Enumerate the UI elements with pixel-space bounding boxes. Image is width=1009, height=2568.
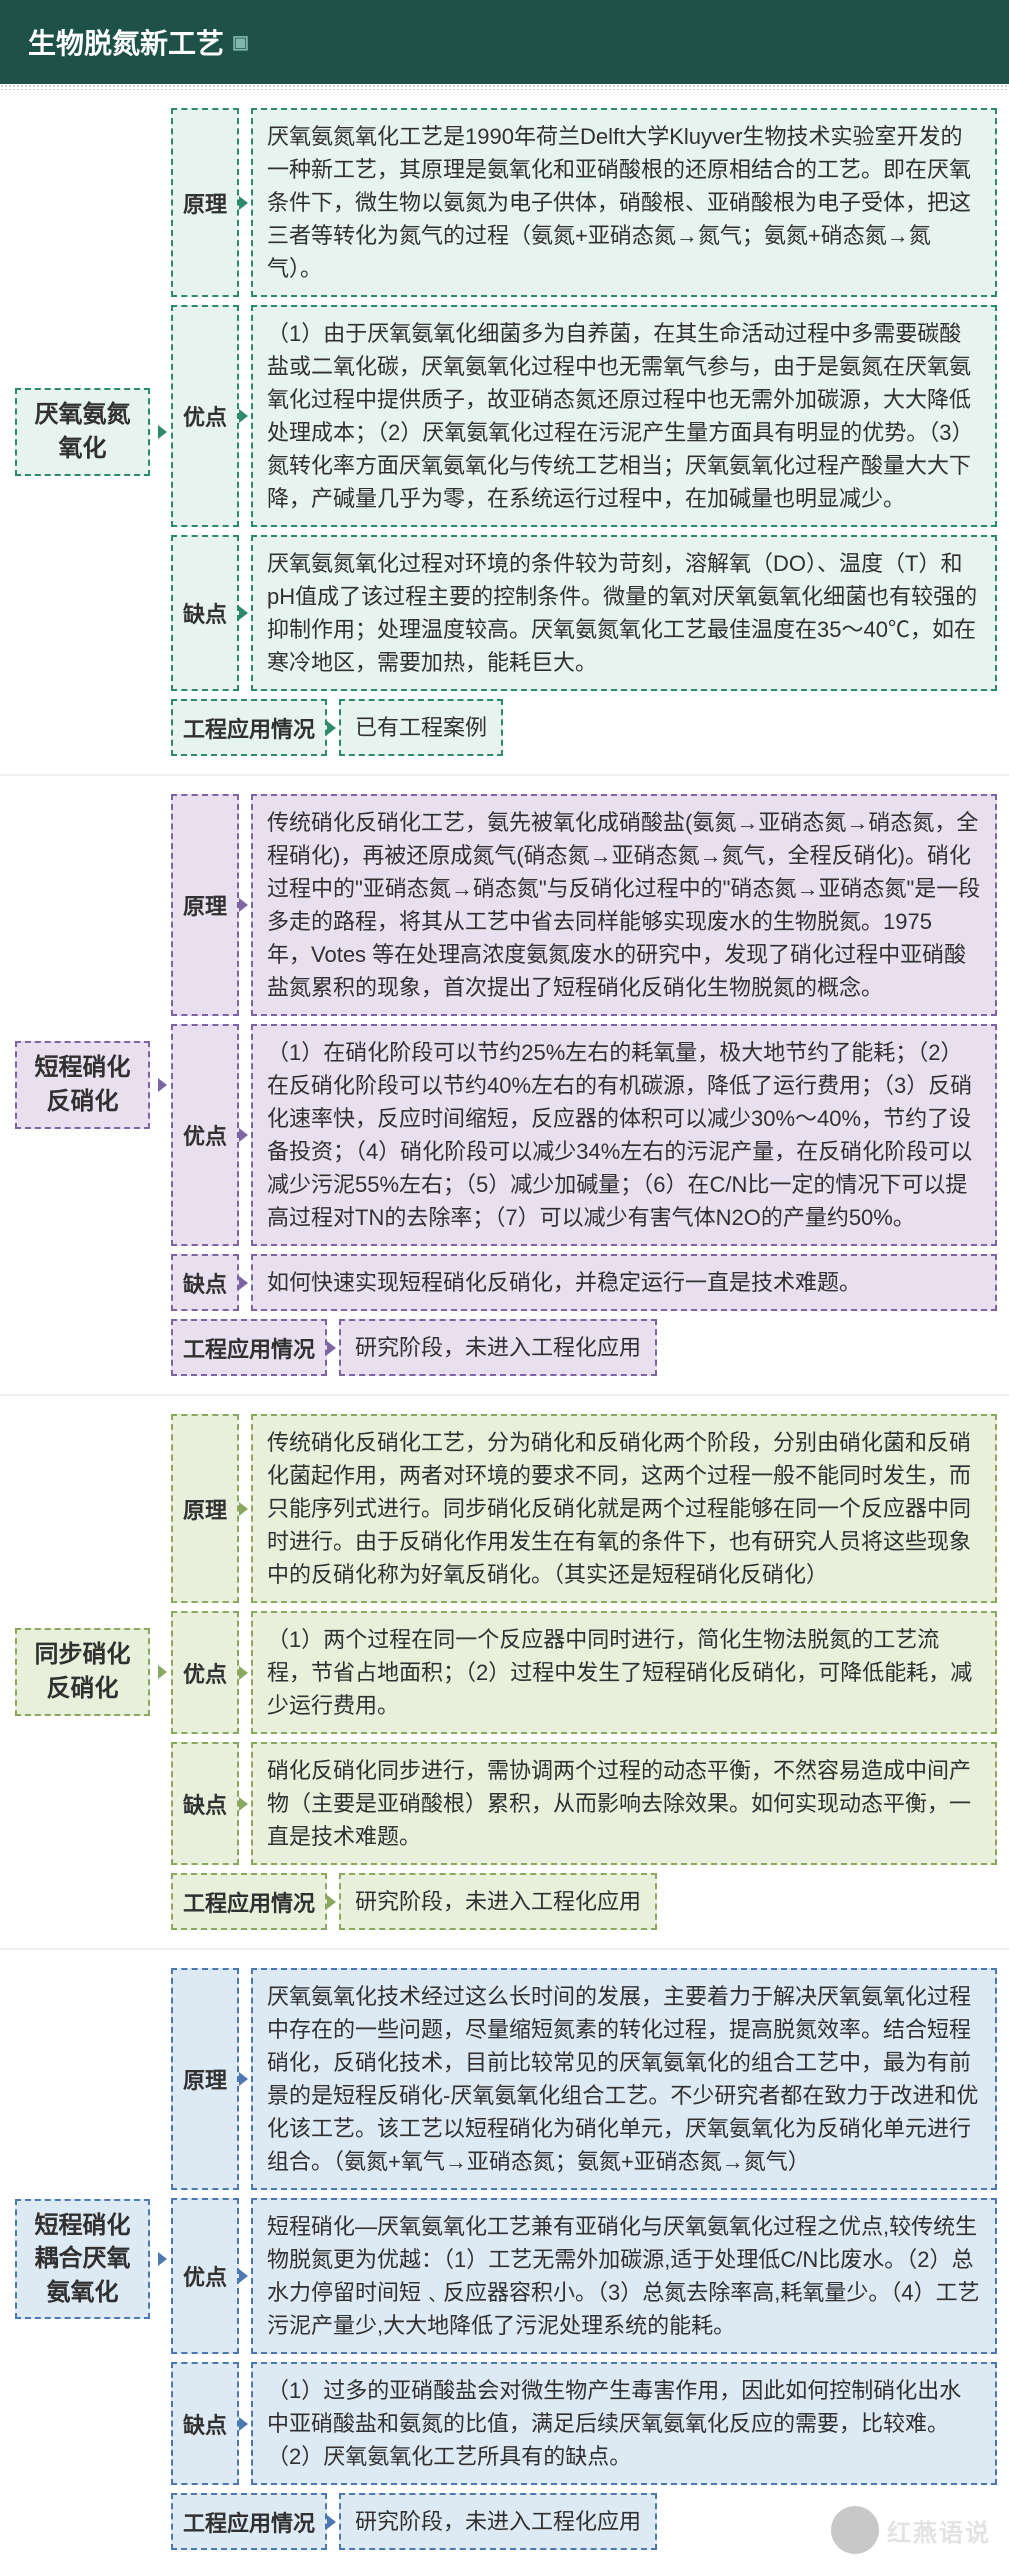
section-left: 短程硝化耦合厌氧氨氧化 <box>0 1950 165 2568</box>
arrow-icon <box>239 606 248 620</box>
section-left: 同步硝化反硝化 <box>0 1396 165 1948</box>
row-content: 已有工程案例 <box>339 699 503 756</box>
row: 缺点如何快速实现短程硝化反硝化，并稳定运行一直是技术难题。 <box>171 1254 997 1311</box>
row-label: 原理 <box>171 794 239 1016</box>
row-content: 研究阶段，未进入工程化应用 <box>339 2493 657 2550</box>
section-title: 短程硝化耦合厌氧氨氧化 <box>15 2199 150 2320</box>
row: 工程应用情况已有工程案例 <box>171 699 997 756</box>
row-content: （1）两个过程在同一个反应器中同时进行，简化生物法脱氮的工艺流程，节省占地面积；… <box>251 1611 997 1734</box>
row: 原理厌氧氨氮氧化工艺是1990年荷兰Delft大学Kluyver生物技术实验室开… <box>171 108 997 297</box>
watermark-icon <box>831 2506 879 2554</box>
row-content: 研究阶段，未进入工程化应用 <box>339 1319 657 1376</box>
arrow-icon <box>239 2072 248 2086</box>
row-label: 缺点 <box>171 1742 239 1865</box>
section-sync-nd: 同步硝化反硝化原理传统硝化反硝化工艺，分为硝化和反硝化两个阶段，分别由硝化菌和反… <box>0 1396 1009 1948</box>
section-title: 同步硝化反硝化 <box>15 1628 150 1715</box>
row-content: （1）过多的亚硝酸盐会对微生物产生毒害作用，因此如何控制硝化出水中亚硝酸盐和氨氮… <box>251 2362 997 2485</box>
arrow-icon <box>239 1128 248 1142</box>
row: 原理厌氧氨氧化技术经过这么长时间的发展，主要着力于解决厌氧氨氧化过程中存在的一些… <box>171 1968 997 2190</box>
row: 原理传统硝化反硝化工艺，氨先被氧化成硝酸盐(氨氮→亚硝态氮→硝态氮，全程硝化)，… <box>171 794 997 1016</box>
row-content: 厌氧氨氧化技术经过这么长时间的发展，主要着力于解决厌氧氨氧化过程中存在的一些问题… <box>251 1968 997 2190</box>
section-left: 厌氧氨氮氧化 <box>0 90 165 774</box>
arrow-icon <box>158 1078 167 1092</box>
arrow-icon <box>327 721 336 735</box>
row-content: 如何快速实现短程硝化反硝化，并稳定运行一直是技术难题。 <box>251 1254 997 1311</box>
section-left: 短程硝化反硝化 <box>0 776 165 1394</box>
arrow-icon <box>239 1276 248 1290</box>
arrow-icon <box>239 898 248 912</box>
watermark: 红燕语说 <box>831 2506 991 2554</box>
row-label: 工程应用情况 <box>171 2493 327 2550</box>
row: 工程应用情况研究阶段，未进入工程化应用 <box>171 1873 997 1930</box>
row-content: 传统硝化反硝化工艺，分为硝化和反硝化两个阶段，分别由硝化菌和反硝化菌起作用，两者… <box>251 1414 997 1603</box>
row: 优点（1）在硝化阶段可以节约25%左右的耗氧量，极大地节约了能耗；（2）在反硝化… <box>171 1024 997 1246</box>
row-label: 缺点 <box>171 535 239 691</box>
row: 缺点硝化反硝化同步进行，需协调两个过程的动态平衡，不然容易造成中间产物（主要是亚… <box>171 1742 997 1865</box>
header-icon: ▣ <box>232 32 249 53</box>
row: 工程应用情况研究阶段，未进入工程化应用 <box>171 1319 997 1376</box>
row: 缺点（1）过多的亚硝酸盐会对微生物产生毒害作用，因此如何控制硝化出水中亚硝酸盐和… <box>171 2362 997 2485</box>
section-right: 原理传统硝化反硝化工艺，分为硝化和反硝化两个阶段，分别由硝化菌和反硝化菌起作用，… <box>165 1396 1009 1948</box>
section-right: 原理厌氧氨氮氧化工艺是1990年荷兰Delft大学Kluyver生物技术实验室开… <box>165 90 1009 774</box>
arrow-icon <box>327 1341 336 1355</box>
watermark-text: 红燕语说 <box>887 2513 991 2548</box>
row-content: 厌氧氨氮氧化工艺是1990年荷兰Delft大学Kluyver生物技术实验室开发的… <box>251 108 997 297</box>
row-content: 短程硝化—厌氧氨氧化工艺兼有亚硝化与厌氧氨氧化过程之优点,较传统生物脱氮更为优越… <box>251 2198 997 2354</box>
page-header: 生物脱氮新工艺 ▣ <box>0 0 1009 84</box>
row-label: 工程应用情况 <box>171 1873 327 1930</box>
row-label: 工程应用情况 <box>171 1319 327 1376</box>
arrow-icon <box>327 2515 336 2529</box>
row-label: 优点 <box>171 1611 239 1734</box>
row-label: 优点 <box>171 305 239 527</box>
row: 优点短程硝化—厌氧氨氧化工艺兼有亚硝化与厌氧氨氧化过程之优点,较传统生物脱氮更为… <box>171 2198 997 2354</box>
row: 优点（1）两个过程在同一个反应器中同时进行，简化生物法脱氮的工艺流程，节省占地面… <box>171 1611 997 1734</box>
section-right: 原理传统硝化反硝化工艺，氨先被氧化成硝酸盐(氨氮→亚硝态氮→硝态氮，全程硝化)，… <box>165 776 1009 1394</box>
arrow-icon <box>158 425 167 439</box>
row-label: 缺点 <box>171 1254 239 1311</box>
page: 生物脱氮新工艺 ▣ 厌氧氨氮氧化原理厌氧氨氮氧化工艺是1990年荷兰Delft大… <box>0 0 1009 2568</box>
page-title: 生物脱氮新工艺 <box>28 22 224 62</box>
arrow-icon <box>239 1797 248 1811</box>
row-content: （1）由于厌氧氨氧化细菌多为自养菌，在其生命活动过程中多需要碳酸盐或二氧化碳，厌… <box>251 305 997 527</box>
section-shortcut-anammox: 短程硝化耦合厌氧氨氧化原理厌氧氨氧化技术经过这么长时间的发展，主要着力于解决厌氧… <box>0 1950 1009 2568</box>
row-content: 厌氧氨氮氧化过程对环境的条件较为苛刻，溶解氧（DO）、温度（T）和pH值成了该过… <box>251 535 997 691</box>
row-content: 研究阶段，未进入工程化应用 <box>339 1873 657 1930</box>
row-label: 优点 <box>171 1024 239 1246</box>
row-label: 原理 <box>171 1968 239 2190</box>
row-content: （1）在硝化阶段可以节约25%左右的耗氧量，极大地节约了能耗；（2）在反硝化阶段… <box>251 1024 997 1246</box>
row: 原理传统硝化反硝化工艺，分为硝化和反硝化两个阶段，分别由硝化菌和反硝化菌起作用，… <box>171 1414 997 1603</box>
row-label: 缺点 <box>171 2362 239 2485</box>
row-content: 传统硝化反硝化工艺，氨先被氧化成硝酸盐(氨氮→亚硝态氮→硝态氮，全程硝化)，再被… <box>251 794 997 1016</box>
arrow-icon <box>158 1665 167 1679</box>
row-content: 硝化反硝化同步进行，需协调两个过程的动态平衡，不然容易造成中间产物（主要是亚硝酸… <box>251 1742 997 1865</box>
arrow-icon <box>239 1666 248 1680</box>
section-title: 短程硝化反硝化 <box>15 1041 150 1128</box>
section-right: 原理厌氧氨氧化技术经过这么长时间的发展，主要着力于解决厌氧氨氧化过程中存在的一些… <box>165 1950 1009 2568</box>
row-label: 原理 <box>171 1414 239 1603</box>
row-label: 优点 <box>171 2198 239 2354</box>
sections-container: 厌氧氨氮氧化原理厌氧氨氮氧化工艺是1990年荷兰Delft大学Kluyver生物… <box>0 90 1009 2568</box>
arrow-icon <box>239 2417 248 2431</box>
arrow-icon <box>158 2252 167 2266</box>
row-label: 原理 <box>171 108 239 297</box>
row: 缺点厌氧氨氮氧化过程对环境的条件较为苛刻，溶解氧（DO）、温度（T）和pH值成了… <box>171 535 997 691</box>
arrow-icon <box>239 1502 248 1516</box>
arrow-icon <box>239 196 248 210</box>
section-anammox: 厌氧氨氮氧化 原理厌氧氨氮氧化工艺是1990年荷兰Delft大学Kluyver生物… <box>0 90 1009 774</box>
arrow-icon <box>327 1895 336 1909</box>
section-shortcut-nd: 短程硝化反硝化原理传统硝化反硝化工艺，氨先被氧化成硝酸盐(氨氮→亚硝态氮→硝态氮… <box>0 776 1009 1394</box>
row-label: 工程应用情况 <box>171 699 327 756</box>
arrow-icon <box>239 409 248 423</box>
section-title: 厌氧氨氮氧化 <box>15 388 150 475</box>
row: 优点（1）由于厌氧氨氧化细菌多为自养菌，在其生命活动过程中多需要碳酸盐或二氧化碳… <box>171 305 997 527</box>
